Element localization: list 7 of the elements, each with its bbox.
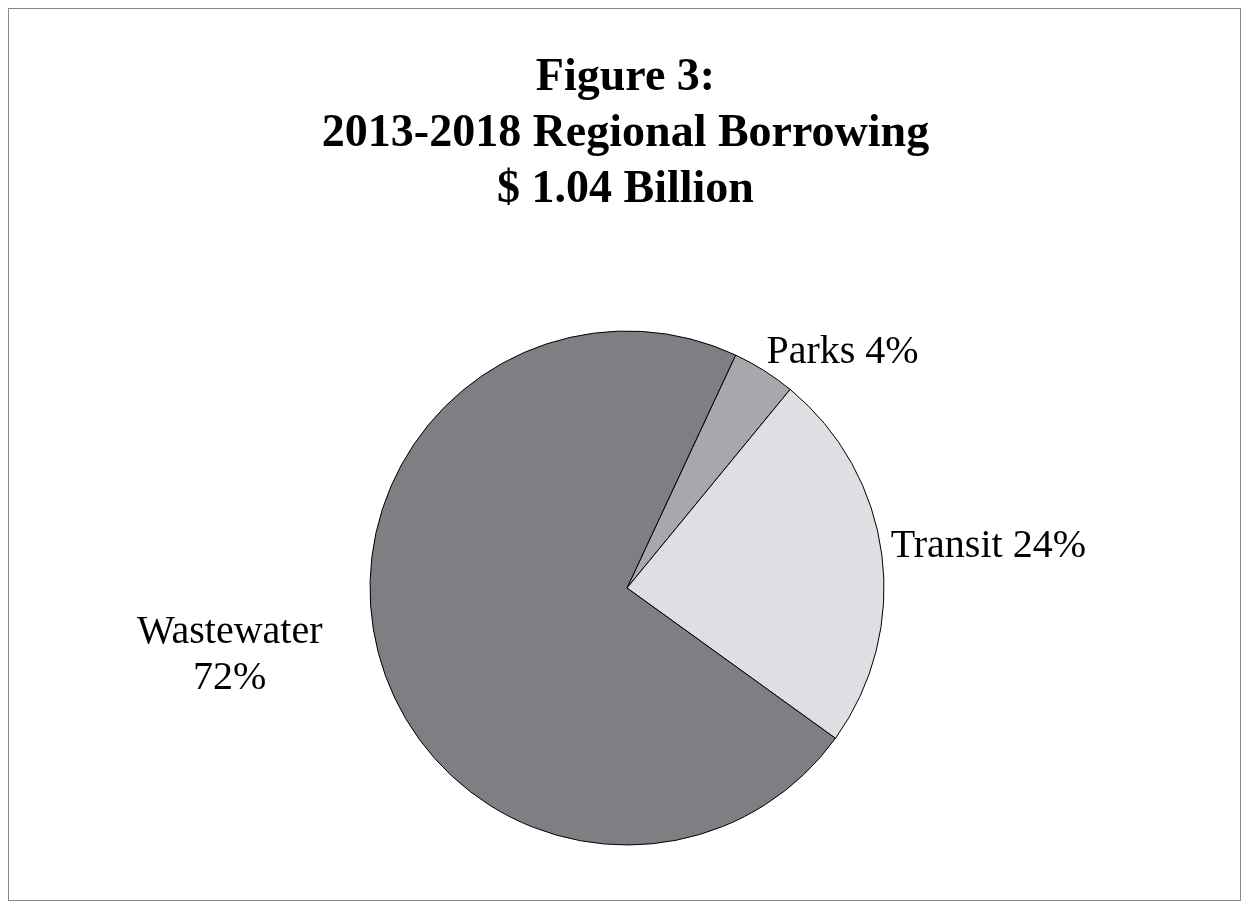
slice-label: Transit [890, 521, 1003, 567]
slice-label: Parks [766, 326, 856, 372]
data-label: 24% [1012, 521, 1086, 567]
data-label: 4% [865, 326, 919, 372]
chart-title: Figure 3: 2013-2018 Regional Borrowing $ 1.04 Billion [320, 48, 931, 214]
data-label: 72% [193, 653, 267, 699]
slice-label: Wastewater [136, 607, 323, 653]
